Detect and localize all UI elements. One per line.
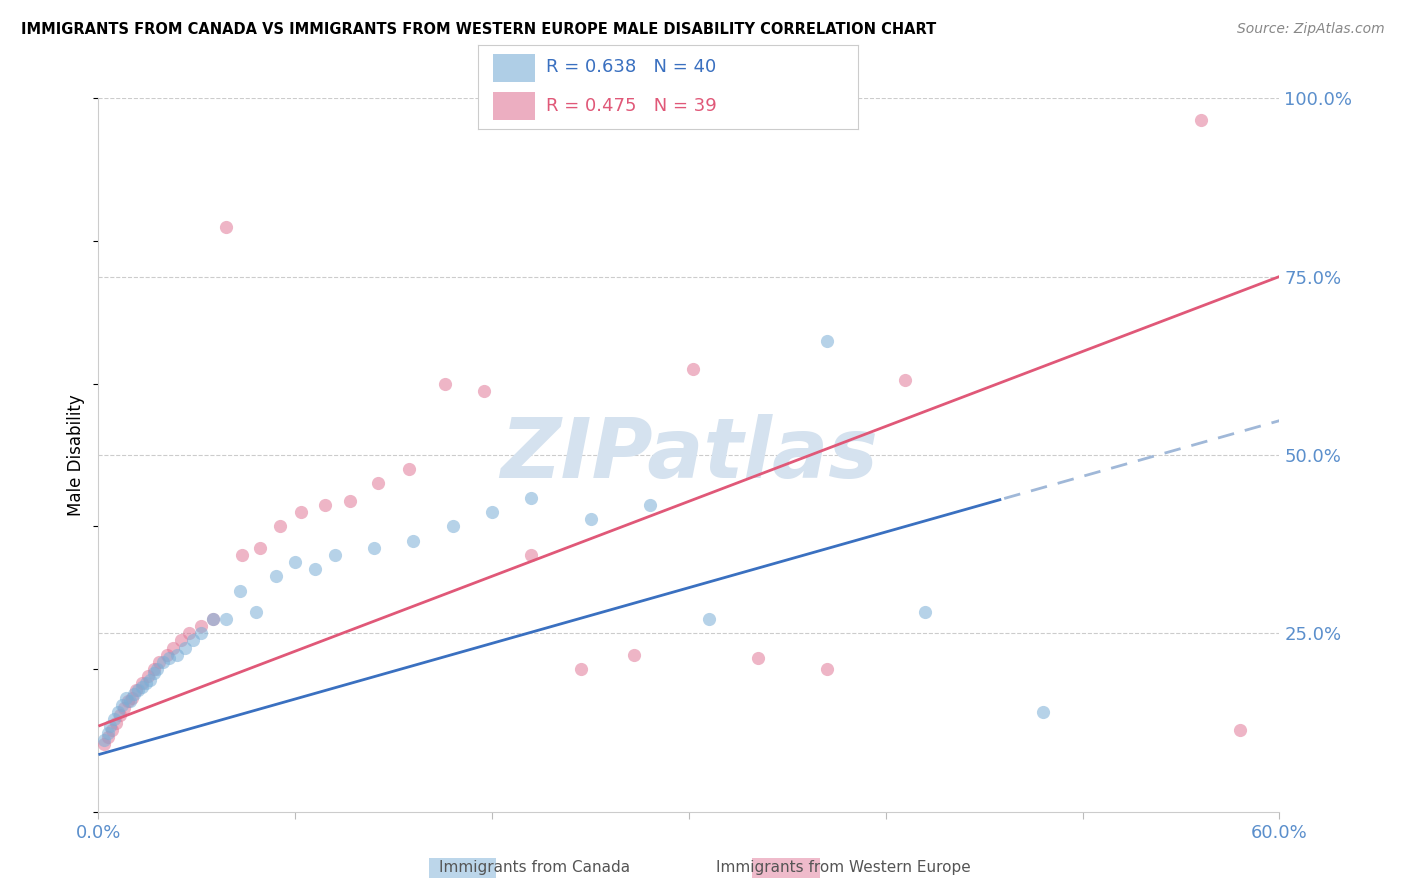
Text: ZIPatlas: ZIPatlas — [501, 415, 877, 495]
Point — [569, 662, 592, 676]
Point — [623, 648, 645, 662]
Point — [215, 219, 238, 234]
Point — [166, 648, 188, 662]
Bar — [494, 54, 536, 82]
Point — [177, 626, 200, 640]
Point — [118, 694, 141, 708]
Point — [290, 505, 312, 519]
Point — [115, 690, 138, 705]
Text: R = 0.638   N = 40: R = 0.638 N = 40 — [547, 59, 717, 77]
Point — [520, 491, 543, 505]
Point — [245, 605, 267, 619]
Point — [93, 733, 115, 747]
Point — [638, 498, 661, 512]
Y-axis label: Male Disability: Male Disability — [67, 394, 86, 516]
Point — [815, 662, 838, 676]
Point — [170, 633, 193, 648]
Point — [520, 548, 543, 562]
Point — [815, 334, 838, 348]
Point — [181, 633, 204, 648]
Text: Immigrants from Western Europe: Immigrants from Western Europe — [716, 860, 972, 874]
Point — [117, 694, 139, 708]
Point — [111, 698, 134, 712]
Point — [201, 612, 224, 626]
Point — [162, 640, 184, 655]
Point — [363, 541, 385, 555]
Point — [146, 662, 169, 676]
Point — [472, 384, 495, 398]
Point — [112, 701, 135, 715]
Text: R = 0.475   N = 39: R = 0.475 N = 39 — [547, 97, 717, 115]
Point — [127, 683, 149, 698]
Point — [433, 376, 456, 391]
Point — [579, 512, 602, 526]
Point — [284, 555, 307, 569]
Point — [105, 715, 128, 730]
Point — [190, 619, 212, 633]
Point — [201, 612, 224, 626]
Point — [135, 676, 157, 690]
Point — [229, 583, 252, 598]
Bar — [494, 92, 536, 120]
Point — [152, 655, 174, 669]
Point — [107, 705, 129, 719]
Point — [398, 462, 420, 476]
Point — [323, 548, 346, 562]
Point — [1189, 112, 1212, 127]
Point — [914, 605, 936, 619]
Point — [697, 612, 720, 626]
Point — [98, 719, 121, 733]
Point — [269, 519, 291, 533]
Text: Immigrants from Canada: Immigrants from Canada — [439, 860, 630, 874]
Point — [142, 665, 165, 680]
Point — [747, 651, 769, 665]
Point — [190, 626, 212, 640]
Point — [131, 680, 153, 694]
Point — [1229, 723, 1251, 737]
Point — [136, 669, 159, 683]
Point — [174, 640, 197, 655]
Point — [314, 498, 336, 512]
Text: IMMIGRANTS FROM CANADA VS IMMIGRANTS FROM WESTERN EUROPE MALE DISABILITY CORRELA: IMMIGRANTS FROM CANADA VS IMMIGRANTS FRO… — [21, 22, 936, 37]
Point — [264, 569, 287, 583]
Point — [97, 730, 120, 744]
Point — [138, 673, 160, 687]
Point — [402, 533, 425, 548]
Point — [367, 476, 389, 491]
Point — [157, 651, 180, 665]
Point — [215, 612, 238, 626]
Point — [1032, 705, 1054, 719]
Point — [125, 683, 148, 698]
Point — [249, 541, 271, 555]
Point — [231, 548, 253, 562]
Point — [304, 562, 326, 576]
Text: Source: ZipAtlas.com: Source: ZipAtlas.com — [1237, 22, 1385, 37]
Point — [108, 708, 131, 723]
Point — [481, 505, 503, 519]
Point — [103, 712, 125, 726]
Point — [142, 662, 165, 676]
Point — [131, 676, 153, 690]
Point — [148, 655, 170, 669]
Point — [101, 723, 124, 737]
Point — [894, 373, 917, 387]
Point — [339, 494, 361, 508]
Point — [682, 362, 704, 376]
Point — [97, 726, 120, 740]
Point — [122, 687, 145, 701]
Point — [441, 519, 464, 533]
Point — [121, 690, 143, 705]
Point — [156, 648, 179, 662]
Point — [93, 737, 115, 751]
